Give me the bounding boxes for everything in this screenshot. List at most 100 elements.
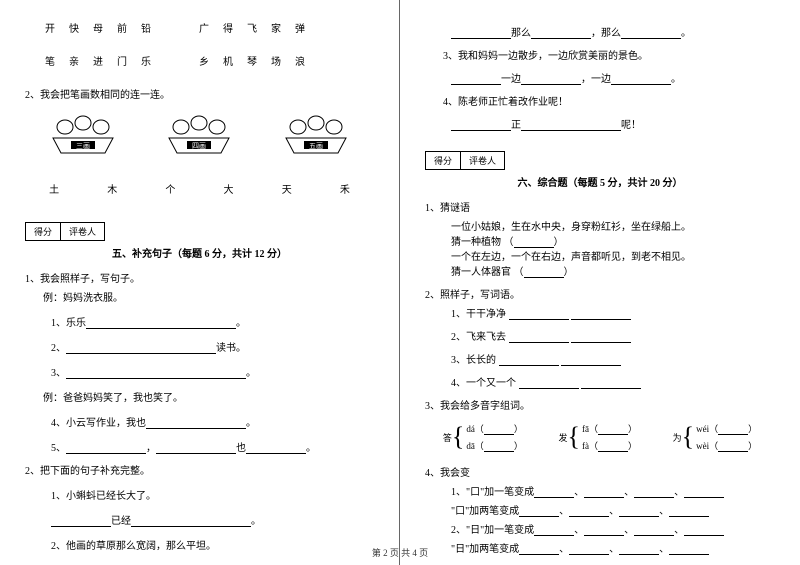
example-text: 例：爸爸妈妈笑了，我也笑了。 [25,389,374,404]
char: 快 [69,20,79,35]
fill-line: 1、乐乐。 [51,314,374,329]
blank-line[interactable] [611,75,671,85]
svg-text:三画: 三画 [76,142,90,150]
char: 广 [199,20,209,35]
blank-line[interactable] [66,369,246,379]
char: 木 [107,181,117,196]
blank-line[interactable] [86,319,236,329]
section-6-title: 六、综合题（每题 5 分，共计 20 分） [425,174,775,189]
svg-text:四画: 四画 [192,142,206,150]
blank-line[interactable] [509,333,569,343]
char: 天 [282,181,292,196]
poly-da: 答 { dá（） dā（） [443,418,523,456]
blank-line[interactable] [521,75,581,85]
blank-line[interactable] [718,425,748,435]
fill-line: 4、小云写作业，我也。 [51,414,374,429]
riddle-text: 一个在左边，一个在右边，声音都听见，到老不相见。 [425,248,775,263]
char: 乐 [141,53,151,68]
char: 禾 [340,181,350,196]
blank-line[interactable] [584,526,624,536]
blank-line[interactable] [684,488,724,498]
blank-line[interactable] [619,507,659,517]
blank-line[interactable] [534,526,574,536]
score-label-grader: 评卷人 [461,152,504,169]
q5-1: 1、我会照样子，写句子。 [25,270,374,285]
blank-line[interactable] [484,425,514,435]
blank-line[interactable] [531,29,591,39]
blank-line[interactable] [509,310,569,320]
fill-line: 5、，也。 [51,439,374,454]
blank-line[interactable] [634,526,674,536]
char: 个 [165,181,175,196]
char: 得 [223,20,233,35]
blank-line[interactable] [66,344,216,354]
flower-basket-icon: 四画 [159,113,239,163]
blank-line[interactable] [484,442,514,452]
q6-2: 2、照样子，写词语。 [425,286,775,301]
blank-line[interactable] [451,75,501,85]
char: 场 [271,53,281,68]
blank-line[interactable] [521,121,621,131]
blank-line[interactable] [131,517,251,527]
char: 笔 [45,53,55,68]
blank-line[interactable] [569,507,609,517]
char: 母 [93,20,103,35]
char: 门 [117,53,127,68]
score-box: 得分 评卷人 [25,222,105,241]
blank-line[interactable] [571,333,631,343]
riddle-text: 一位小姑娘，生在水中央，身穿粉红衫，坐在绿船上。 [425,218,775,233]
blank-line[interactable] [684,526,724,536]
blank-line[interactable] [499,356,559,366]
score-label-grader: 评卷人 [61,223,104,240]
blank-line[interactable] [584,488,624,498]
char-row-1: 开 快 母 前 铅 广 得 飞 家 弹 [25,20,374,35]
score-label-grade: 得分 [426,152,461,169]
blank-line[interactable] [598,425,628,435]
fill-line: 2、"日"加一笔变成、、、 [425,521,775,536]
fill-line: 一边，一边。 [425,70,775,85]
fill-line: 1、干干净净 [425,305,775,320]
blank-line[interactable] [514,238,554,248]
blank-line[interactable] [519,379,579,389]
flower-basket-icon: 三画 [43,113,123,163]
blank-line[interactable] [451,121,511,131]
blank-line[interactable] [246,444,306,454]
fill-line: 3、长长的 [425,351,775,366]
blank-line[interactable] [571,310,631,320]
blank-line[interactable] [156,444,236,454]
blank-line[interactable] [519,507,559,517]
char: 铅 [141,20,151,35]
example-text: 1、小蝌蚪已经长大了。 [51,487,374,502]
blank-line[interactable] [621,29,681,39]
riddle-answer: 猜一人体器官 （） [425,263,775,278]
q2-4: 4、陈老师正忙着改作业呢！ [425,93,775,108]
char: 土 [49,181,59,196]
question-2: 2、我会把笔画数相同的连一连。 [25,86,374,101]
char: 进 [93,53,103,68]
brace-icon: { [682,426,694,448]
blank-line[interactable] [146,419,246,429]
blank-line[interactable] [66,444,146,454]
svg-text:五画: 五画 [309,142,323,150]
blank-line[interactable] [561,356,621,366]
blank-line[interactable] [718,442,748,452]
page-footer: 第 2 页 共 4 页 [0,546,800,559]
char: 机 [223,53,233,68]
blank-line[interactable] [598,442,628,452]
figure-row: 三画 四画 五画 [25,113,374,163]
blank-line[interactable] [451,29,511,39]
char: 前 [117,20,127,35]
blank-line[interactable] [534,488,574,498]
q6-3: 3、我会给多音字组词。 [425,397,775,412]
score-label-grade: 得分 [26,223,61,240]
blank-line[interactable] [669,507,709,517]
flower-basket-icon: 五画 [276,113,356,163]
char-gap [165,20,185,35]
blank-line[interactable] [634,488,674,498]
blank-line[interactable] [524,268,564,278]
blank-line[interactable] [581,379,641,389]
blank-line[interactable] [51,517,111,527]
example-text: 例：妈妈洗衣服。 [25,289,374,304]
char: 浪 [295,53,305,68]
fill-line: "口"加两笔变成、、、 [425,502,775,517]
